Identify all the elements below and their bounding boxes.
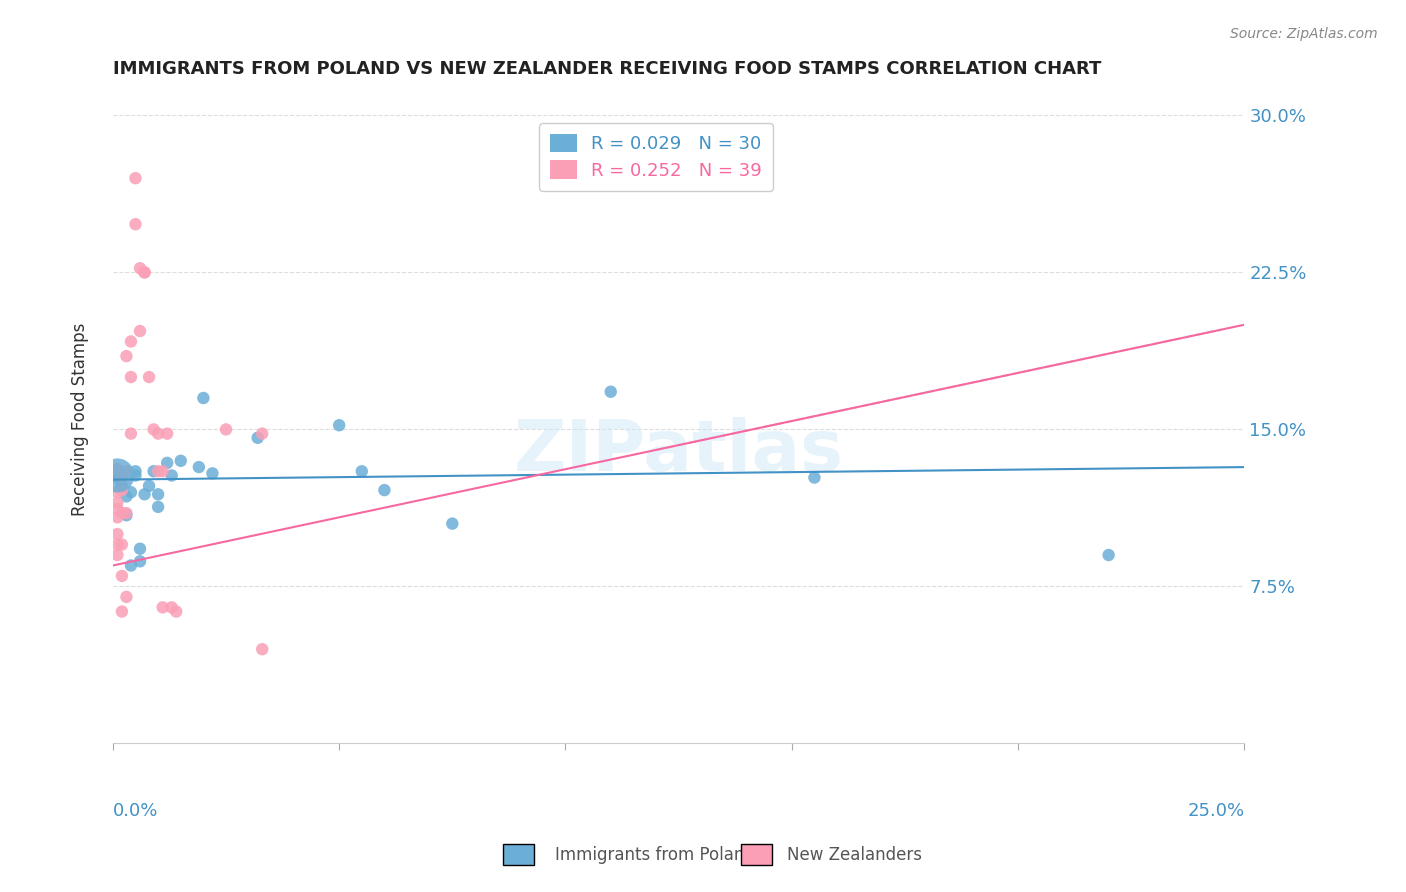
- Point: [134, 487, 156, 501]
- Point: [124, 464, 146, 478]
- Point: [115, 506, 138, 520]
- Point: [120, 426, 142, 441]
- Point: [124, 171, 146, 186]
- Point: [350, 464, 373, 478]
- Point: [146, 500, 169, 514]
- Point: [111, 479, 134, 493]
- Point: [170, 454, 193, 468]
- Point: [105, 548, 128, 562]
- Point: [105, 470, 128, 484]
- Point: [138, 370, 160, 384]
- Text: 0.0%: 0.0%: [112, 802, 159, 820]
- Point: [146, 426, 169, 441]
- Point: [105, 485, 128, 500]
- Text: IMMIGRANTS FROM POLAND VS NEW ZEALANDER RECEIVING FOOD STAMPS CORRELATION CHART: IMMIGRANTS FROM POLAND VS NEW ZEALANDER …: [112, 60, 1101, 78]
- Text: Source: ZipAtlas.com: Source: ZipAtlas.com: [1230, 27, 1378, 41]
- Point: [124, 217, 146, 231]
- Point: [115, 349, 138, 363]
- Point: [165, 605, 187, 619]
- Point: [246, 431, 269, 445]
- Point: [160, 600, 183, 615]
- Point: [441, 516, 464, 531]
- Point: [160, 468, 183, 483]
- Point: [120, 334, 142, 349]
- Point: [105, 502, 128, 516]
- Point: [115, 590, 138, 604]
- Point: [156, 456, 179, 470]
- Point: [120, 370, 142, 384]
- Point: [156, 426, 179, 441]
- Text: Immigrants from Poland: Immigrants from Poland: [555, 846, 755, 863]
- Point: [129, 541, 152, 556]
- Point: [115, 464, 138, 478]
- Point: [152, 600, 174, 615]
- Point: [187, 460, 209, 475]
- Point: [105, 537, 128, 551]
- Legend: R = 0.029   N = 30, R = 0.252   N = 39: R = 0.029 N = 30, R = 0.252 N = 39: [538, 123, 773, 191]
- Point: [129, 554, 152, 568]
- Point: [142, 422, 165, 436]
- Point: [111, 470, 134, 484]
- Point: [215, 422, 238, 436]
- Point: [111, 483, 134, 497]
- Point: [120, 485, 142, 500]
- Point: [111, 506, 134, 520]
- Text: New Zealanders: New Zealanders: [787, 846, 922, 863]
- Point: [105, 496, 128, 510]
- Point: [105, 527, 128, 541]
- Point: [134, 265, 156, 279]
- Point: [124, 468, 146, 483]
- Point: [115, 490, 138, 504]
- Text: 25.0%: 25.0%: [1187, 802, 1244, 820]
- Point: [328, 418, 350, 433]
- Point: [146, 464, 169, 478]
- Point: [142, 464, 165, 478]
- Point: [105, 468, 128, 483]
- Point: [134, 265, 156, 279]
- Point: [111, 605, 134, 619]
- Point: [138, 479, 160, 493]
- Point: [1097, 548, 1119, 562]
- Y-axis label: Receiving Food Stamps: Receiving Food Stamps: [72, 322, 89, 516]
- Point: [193, 391, 215, 405]
- Point: [146, 487, 169, 501]
- Point: [152, 464, 174, 478]
- Point: [250, 642, 273, 657]
- Point: [111, 470, 134, 484]
- Point: [201, 467, 224, 481]
- Point: [599, 384, 621, 399]
- Point: [105, 462, 128, 476]
- Point: [373, 483, 395, 497]
- Point: [803, 470, 825, 484]
- Point: [129, 324, 152, 338]
- Point: [115, 508, 138, 523]
- Point: [120, 558, 142, 573]
- Point: [250, 426, 273, 441]
- Point: [111, 569, 134, 583]
- Point: [111, 537, 134, 551]
- Text: ZIPatlas: ZIPatlas: [513, 417, 844, 486]
- Point: [129, 261, 152, 276]
- Point: [105, 510, 128, 524]
